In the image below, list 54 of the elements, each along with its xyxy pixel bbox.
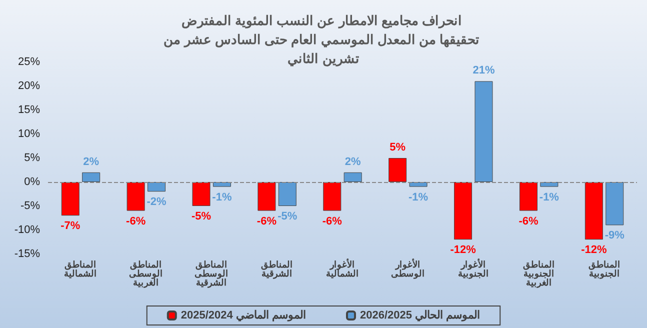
data-label: -1% <box>539 191 560 204</box>
bar <box>474 81 493 182</box>
x-tick-label: الأغوار الشمالية <box>326 258 359 278</box>
legend-label: الموسم الماضي 2025/2024 <box>180 310 306 322</box>
bar <box>82 172 100 182</box>
y-tick-label: -15% <box>14 248 40 260</box>
y-tick-label: 5% <box>24 152 40 164</box>
bar <box>454 182 472 240</box>
x-tick-label: المناطق الوسطى الشرقية <box>194 260 229 288</box>
bar <box>126 182 145 211</box>
bar <box>519 182 538 211</box>
y-tick-label: 0% <box>24 176 40 188</box>
bar <box>584 182 603 240</box>
bar <box>323 182 342 211</box>
data-label: -6% <box>322 215 342 228</box>
data-label: -1% <box>408 191 428 204</box>
bar <box>344 172 362 182</box>
bar <box>388 158 407 182</box>
x-tick-label: المناطق الشمالية <box>64 260 98 278</box>
data-label: 2% <box>344 156 362 168</box>
bar <box>61 182 80 216</box>
x-tick-label: المناطق الجنوبية الغربية <box>522 260 555 288</box>
data-label: 2% <box>83 156 100 168</box>
data-label: -5% <box>191 210 212 222</box>
data-label: -5% <box>278 210 298 222</box>
data-label: -7% <box>60 220 80 232</box>
x-tick-label: المناطق الوسطى الغربية <box>129 260 164 288</box>
data-label: -6% <box>126 215 146 228</box>
y-tick-label: 10% <box>18 128 40 140</box>
y-tick-label: 20% <box>18 80 40 92</box>
y-tick-label: 25% <box>18 56 40 68</box>
data-label: -9% <box>604 230 625 242</box>
data-label: -12% <box>450 244 476 256</box>
data-label: -6% <box>518 215 538 228</box>
x-tick-label: الأغوار الجنوبية <box>458 258 489 280</box>
data-label: 21% <box>472 64 495 77</box>
data-label: 5% <box>390 142 406 154</box>
data-label: -6% <box>256 215 277 228</box>
x-tick-label: المناطق الشرقية <box>261 260 294 280</box>
bar <box>606 182 624 226</box>
legend-label: الموسم الحالي 2026/2025 <box>360 310 480 322</box>
y-tick-label: -10% <box>14 224 40 236</box>
bar <box>192 182 210 206</box>
bar <box>258 182 276 211</box>
bar <box>278 182 296 206</box>
x-tick-label: المناطق الجنوبية <box>588 260 620 280</box>
data-label: -12% <box>581 244 607 256</box>
y-tick-label: 15% <box>18 104 40 116</box>
y-tick-label: -5% <box>20 200 40 212</box>
bar <box>148 182 166 192</box>
data-label: -2% <box>146 196 167 208</box>
chart-title: انحراف مجاميع الامطار عن النسب المئوية المفترض تحقيقها من المعدل الموسمي العام حتى السادس عشر من تشرين الثاني <box>164 13 484 67</box>
x-tick-label: الأغوار الوسطى <box>390 258 425 280</box>
data-label: -1% <box>212 191 232 204</box>
